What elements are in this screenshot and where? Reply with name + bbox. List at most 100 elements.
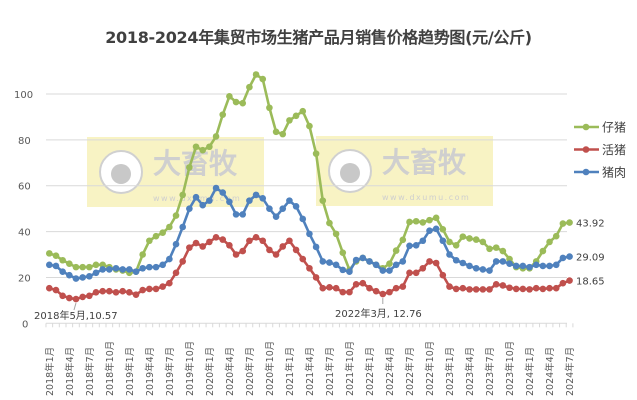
legend-swatch-marker <box>582 146 590 153</box>
data-point <box>532 284 540 292</box>
data-point <box>326 259 333 266</box>
data-point <box>386 267 393 274</box>
data-point <box>166 279 173 287</box>
legend-swatch-marker <box>582 168 590 176</box>
data-point <box>412 242 420 249</box>
x-tick-label: 2019年4月 <box>144 347 156 396</box>
data-point <box>492 244 500 251</box>
data-point <box>92 269 100 277</box>
data-point <box>419 264 427 272</box>
x-tick-label: 2022年4月 <box>384 347 396 396</box>
data-point <box>239 247 247 255</box>
data-point <box>506 284 513 292</box>
data-point <box>499 282 507 289</box>
x-tick-label: 2024年1月 <box>524 347 536 396</box>
data-point <box>559 220 567 227</box>
data-point <box>139 286 146 294</box>
data-point <box>232 211 240 218</box>
data-point <box>126 289 133 296</box>
data-point <box>152 263 160 271</box>
data-point <box>86 292 93 300</box>
data-point <box>446 238 453 246</box>
data-point <box>112 264 120 272</box>
data-point <box>106 287 113 295</box>
x-tick-label: 2023年4月 <box>464 347 476 396</box>
data-point <box>552 232 560 240</box>
legend-entry: 仔猪 <box>602 121 626 135</box>
data-point <box>319 284 327 292</box>
data-point <box>486 286 493 293</box>
data-point <box>479 238 487 246</box>
data-point <box>459 284 467 292</box>
data-point <box>486 245 493 253</box>
data-point <box>99 266 106 273</box>
data-point <box>299 215 307 223</box>
data-point <box>506 255 513 263</box>
data-point <box>312 243 320 251</box>
data-point <box>539 262 547 270</box>
data-point <box>186 205 193 212</box>
data-point <box>79 274 86 281</box>
data-point <box>279 205 287 212</box>
data-point <box>119 266 126 273</box>
data-point <box>86 272 93 280</box>
data-point <box>199 201 207 209</box>
data-point <box>499 247 507 255</box>
x-tick-label: 2022年10月 <box>424 341 436 396</box>
data-point <box>319 197 327 204</box>
data-point <box>479 266 487 273</box>
annotation-label: 2018年5月,10.57 <box>34 309 118 322</box>
x-tick-label: 2020年7月 <box>244 347 256 396</box>
data-point <box>192 193 200 201</box>
data-point <box>166 255 173 263</box>
data-point <box>319 258 327 265</box>
data-point <box>286 117 293 124</box>
data-point <box>66 260 73 267</box>
data-point <box>472 264 480 272</box>
x-tick-label: 2020年1月 <box>204 347 216 396</box>
data-point <box>252 234 260 241</box>
data-point <box>526 286 533 293</box>
watermark-logo-text: 大畜牧 <box>382 146 467 179</box>
data-point <box>452 242 460 249</box>
data-point <box>399 236 407 244</box>
data-point <box>59 256 66 264</box>
data-point <box>339 288 347 296</box>
x-tick-label: 2021年1月 <box>284 347 296 396</box>
data-point <box>439 225 447 233</box>
data-point <box>192 239 200 247</box>
end-value-label: 18.65 <box>576 277 605 288</box>
data-point <box>139 251 146 258</box>
data-point <box>172 269 180 277</box>
x-tick-label: 2022年1月 <box>364 347 376 396</box>
annotation-leader-line <box>73 302 77 311</box>
data-point <box>146 237 153 245</box>
data-point <box>312 274 320 281</box>
data-point <box>306 230 313 238</box>
end-value-label: 29.09 <box>576 253 605 264</box>
data-point <box>479 286 487 293</box>
data-point <box>212 184 220 192</box>
data-point <box>446 251 453 258</box>
watermark-logo-eye-icon <box>111 164 131 184</box>
data-point <box>112 289 120 296</box>
data-point <box>246 197 253 204</box>
data-point <box>372 261 380 269</box>
data-point <box>206 143 213 151</box>
data-point <box>346 288 353 296</box>
x-tick-label: 2018年7月 <box>84 347 96 396</box>
data-point <box>99 261 106 269</box>
data-point <box>72 295 80 303</box>
data-point <box>452 256 460 264</box>
data-point <box>392 284 400 292</box>
data-point <box>246 237 253 245</box>
data-point <box>226 242 233 249</box>
data-point <box>512 262 520 270</box>
data-point <box>366 284 373 292</box>
y-tick-label: 40 <box>18 228 31 239</box>
y-tick-label: 80 <box>18 136 31 147</box>
data-point <box>506 260 513 267</box>
data-point <box>326 283 333 291</box>
